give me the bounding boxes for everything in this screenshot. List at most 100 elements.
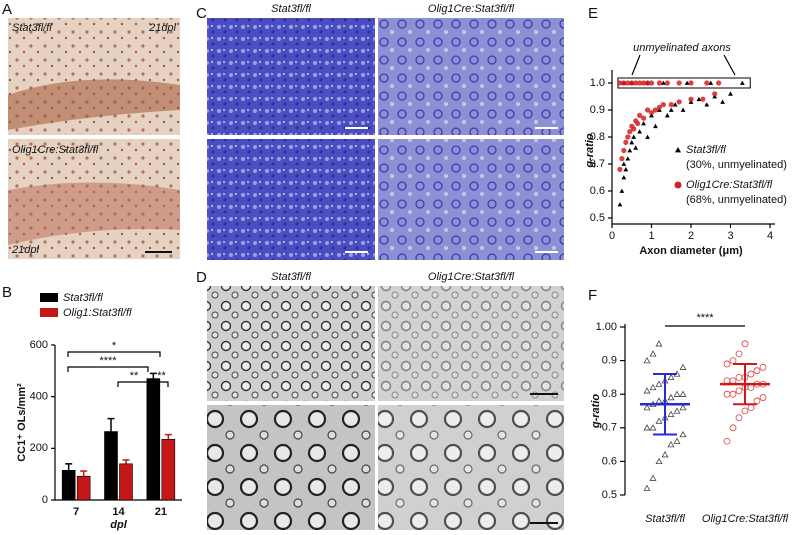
point [667,410,675,417]
x-tick-label: 14 [112,506,125,518]
point [723,390,731,398]
point [741,407,749,415]
bar [61,469,76,501]
point [643,484,651,491]
x-axis-label: dpl [110,519,127,531]
point [700,96,706,102]
point [712,91,718,97]
panel-label: A [2,1,12,18]
point [644,107,651,113]
column-header: Olig1Cre:Stat3fl/fl [428,271,515,283]
legend-label: Olig1Cre:Stat3fl/fl [686,179,773,191]
point [656,104,663,110]
point [735,350,743,358]
point [648,80,655,86]
point [676,99,682,105]
point [679,404,687,411]
point [723,377,731,385]
point [747,384,755,391]
point [664,113,670,118]
x-tick-label: 4 [767,230,773,242]
y-tick-label: 0 [42,494,48,506]
point [633,145,639,150]
point [637,80,643,86]
point [660,102,666,108]
legend-note: (30%, unmyelinated) [686,159,787,171]
y-tick-label: 0.8 [590,131,605,143]
point [680,107,686,112]
point [641,121,646,126]
image-band [8,182,180,245]
legend-marker [675,147,681,153]
x-tick-label: Olig1Cre:Stat3fl/fl [702,513,789,525]
point [617,202,623,207]
point [625,80,631,86]
column-header: Olig1Cre:Stat3fl/fl [428,3,515,15]
image-label: Stat3fl/fl [12,22,52,34]
y-axis-label: CC1⁺ OLs/mm² [16,383,28,462]
point [635,120,641,127]
point [704,102,710,107]
y-tick-label: 400 [30,391,48,403]
image [378,286,564,401]
significance-bracket [67,351,161,357]
y-tick-label: 600 [30,339,48,351]
point [729,424,737,432]
annotation-arrow [631,54,736,76]
x-tick-label: 1 [648,230,654,242]
point [655,457,663,465]
point [617,166,623,172]
x-tick-label: 7 [73,506,79,518]
image-label: 21dpl [11,244,39,256]
point [708,80,714,85]
point [619,156,625,162]
point [704,80,710,86]
point [753,367,761,375]
image [207,139,375,260]
micrographs [8,18,564,530]
point [643,387,651,394]
y-tick-label: 0.5 [602,489,617,501]
point [729,377,737,385]
column-header: Stat3fl/fl [271,271,311,283]
point [747,404,755,412]
image-label: Olig1Cre:Stat3fl/fl [12,144,99,156]
image [378,405,564,530]
image [207,405,375,530]
y-tick-label: 1.00 [596,321,617,333]
point [655,417,663,424]
point [637,112,643,118]
point [716,80,722,86]
point [633,80,639,86]
column-header: Stat3fl/fl [271,3,311,15]
point [655,397,663,404]
legend-label: Olig1:Stat3fl/fl [63,307,132,319]
point [621,161,627,166]
point [723,360,731,368]
point [649,350,657,357]
y-axis-label: g-ratio [584,133,596,169]
y-tick-label: 0.9 [602,355,617,367]
significance-bracket [67,366,149,372]
point [637,129,643,134]
point [644,80,651,86]
point [668,107,674,112]
x-tick-label: 0 [609,230,615,242]
point [629,140,635,145]
point [631,126,637,132]
point [649,474,657,481]
bar [119,463,133,501]
point [623,139,629,145]
point [655,340,663,347]
annotation: unmyelinated axons [633,42,731,54]
point [741,340,749,348]
point [627,148,633,153]
y-tick-label: 0.9 [590,104,605,116]
point [735,373,743,381]
x-tick-label: Stat3fl/fl [645,513,685,525]
point [653,123,658,129]
point [673,437,681,444]
point [621,175,627,180]
point [627,129,633,135]
